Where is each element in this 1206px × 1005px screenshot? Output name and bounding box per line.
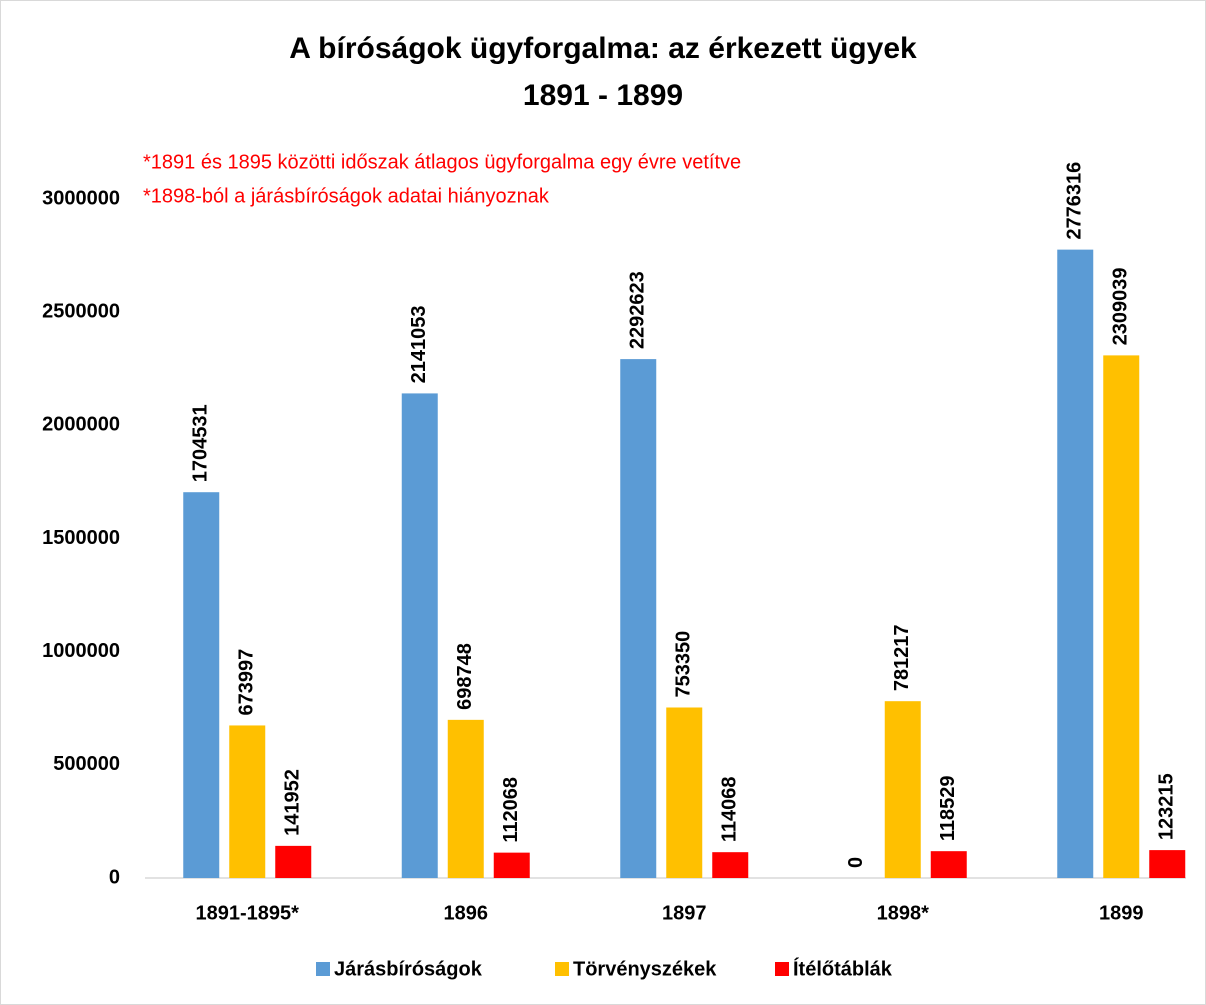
legend-label: Ítélőtáblák <box>793 957 893 980</box>
annotation: *1891 és 1895 közötti időszak átlagos üg… <box>143 151 741 173</box>
annotation: *1898-ból a járásbíróságok adatai hiányo… <box>143 185 550 207</box>
x-tick-label: 1898* <box>877 902 929 924</box>
x-tick-label: 1899 <box>1099 902 1144 924</box>
value-label: 2309039 <box>1110 268 1132 346</box>
bar <box>930 851 967 878</box>
chart-title: A bíróságok ügyforgalma: az érkezett ügy… <box>289 32 917 65</box>
y-tick-label: 500000 <box>53 753 120 775</box>
value-label: 141952 <box>282 769 304 836</box>
bar <box>620 359 657 878</box>
legend-swatch <box>555 962 569 976</box>
bar <box>712 852 749 878</box>
value-label: 673997 <box>236 649 258 716</box>
bar <box>229 725 266 878</box>
value-label: 2292623 <box>627 271 649 349</box>
value-label: 2776316 <box>1064 162 1086 240</box>
legend-label: Járásbíróságok <box>334 958 483 980</box>
value-label: 114068 <box>719 777 741 843</box>
value-label: 0 <box>845 857 867 868</box>
bar <box>884 701 921 878</box>
legend-swatch <box>775 962 789 976</box>
bar <box>275 845 312 878</box>
bar <box>183 492 220 878</box>
x-tick-label: 1896 <box>444 902 489 924</box>
bar <box>493 852 530 878</box>
bar <box>1103 355 1140 878</box>
y-tick-label: 2000000 <box>42 414 120 436</box>
y-tick-label: 0 <box>109 866 120 888</box>
value-label: 112068 <box>500 777 522 843</box>
y-tick-label: 2500000 <box>42 300 120 322</box>
bar <box>401 393 438 878</box>
chart-subtitle: 1891 - 1899 <box>523 79 683 112</box>
legend-label: Törvényszékek <box>573 958 717 980</box>
value-label: 1704531 <box>190 404 212 482</box>
value-label: 123215 <box>1156 773 1178 840</box>
bar <box>666 707 703 878</box>
bar <box>447 719 484 878</box>
legend-swatch <box>316 962 330 976</box>
bar <box>1149 850 1186 878</box>
y-tick-label: 3000000 <box>42 187 120 209</box>
value-label: 781217 <box>891 624 913 691</box>
y-tick-label: 1500000 <box>42 527 120 549</box>
x-tick-label: 1891-1895* <box>196 902 300 924</box>
value-label: 698748 <box>454 643 476 710</box>
bar <box>1057 249 1094 879</box>
value-label: 753350 <box>673 631 695 698</box>
value-label: 118529 <box>937 776 959 842</box>
y-tick-label: 1000000 <box>42 640 120 662</box>
x-tick-label: 1897 <box>662 902 707 924</box>
value-label: 2141053 <box>408 306 430 384</box>
